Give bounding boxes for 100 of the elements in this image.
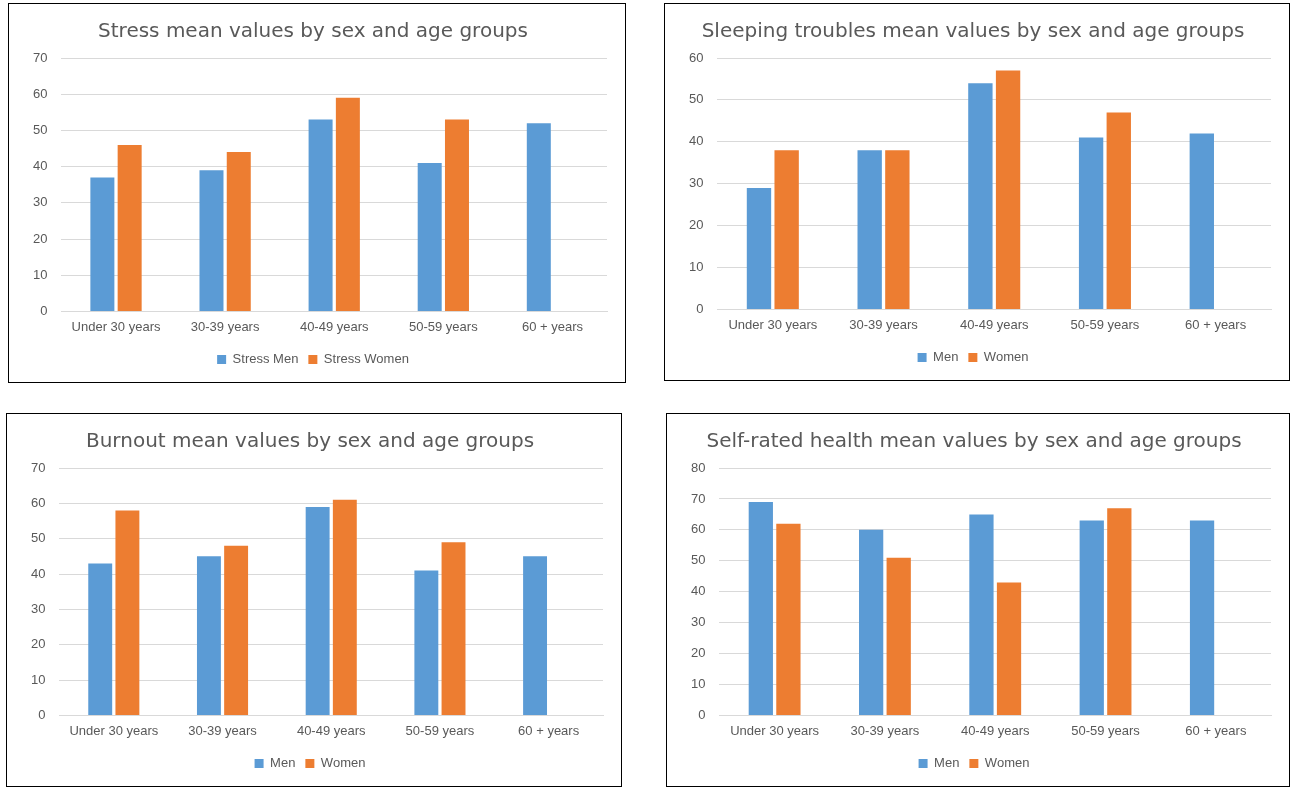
y-tick-label: 60 [32,85,48,101]
bar [885,150,910,309]
y-tick-label: 0 [40,302,48,318]
x-tick-label: Under 30 years [730,722,820,738]
bar [90,177,115,311]
y-tick-label: 20 [688,217,704,233]
bar [414,570,439,715]
chart-title: Self-rated health mean values by sex and age groups [706,428,1242,453]
bar [335,97,360,311]
y-tick-label: 20 [30,636,46,652]
bar [332,499,357,715]
x-tick-label: 60 + years [1185,722,1247,738]
legend-label: Women [320,755,366,771]
y-tick-label: 10 [690,676,706,692]
bar [886,557,911,715]
bar [748,502,773,715]
x-tick-label: 40-49 years [960,722,1031,738]
y-tick-label: 40 [32,158,48,174]
bar [1189,520,1215,715]
bar [523,556,548,715]
y-tick-label: 20 [32,230,48,246]
y-tick-label: 30 [30,600,46,616]
legend-label: Women [984,755,1030,771]
bar [88,563,113,715]
y-tick-label: 50 [32,121,48,137]
x-tick-label: 60 + years [518,722,580,738]
x-tick-label: 30-39 years [190,318,260,334]
bar [968,83,993,309]
bar [199,170,224,311]
bar [308,119,333,311]
bar [226,152,251,311]
chart-title: Sleeping troubles mean values by sex and age groups [701,18,1245,43]
bar [417,162,442,311]
x-tick-label: 50-59 years [405,722,475,738]
y-tick-label: 60 [688,49,704,65]
x-tick-label: 50-59 years [1071,722,1141,738]
bar [995,70,1021,309]
y-tick-label: 50 [690,552,706,568]
x-tick-label: 40-49 years [299,318,370,334]
y-tick-label: 50 [30,530,46,546]
legend-label: Women [983,349,1029,365]
y-tick-label: 80 [690,459,706,475]
y-tick-label: 70 [32,49,48,65]
bar [117,144,142,311]
y-tick-label: 70 [30,459,46,475]
legend-label: Men [270,755,296,771]
chart-title: Stress mean values by sex and age groups [98,18,528,43]
chart-title: Burnout mean values by sex and age groups [85,428,535,453]
x-tick-label: Under 30 years [71,318,161,334]
y-tick-label: 0 [698,706,706,722]
y-tick-label: 30 [690,614,706,630]
bar [526,123,551,311]
x-tick-label: 30-39 years [850,722,920,738]
bar [857,150,882,309]
bar [1079,520,1104,715]
bar [1107,508,1132,715]
x-tick-label: 30-39 years [849,316,919,332]
y-tick-label: 60 [30,494,46,510]
bar [774,150,799,309]
bar [224,545,249,715]
bar [776,523,801,715]
y-tick-label: 40 [688,133,704,149]
y-tick-label: 0 [38,706,46,722]
y-tick-label: 0 [696,300,704,316]
x-tick-label: 50-59 years [409,318,479,334]
legend-label: Men [933,349,959,365]
y-tick-label: 30 [688,175,704,191]
bar [1189,133,1214,309]
bar [115,510,140,715]
y-tick-label: 50 [688,91,704,107]
legend-label: Stress Women [323,351,409,367]
x-tick-label: 30-39 years [188,722,258,738]
x-tick-label: Under 30 years [69,722,159,738]
bar [444,119,469,311]
y-tick-label: 10 [688,259,704,275]
y-tick-label: 20 [690,645,706,661]
bar [441,542,466,715]
y-tick-label: 40 [30,565,46,581]
legend-label: Stress Men [232,351,299,367]
x-tick-label: 60 + years [521,318,584,334]
x-tick-label: 40-49 years [959,316,1030,332]
y-tick-label: 10 [32,266,48,282]
x-tick-label: 50-59 years [1070,316,1140,332]
x-tick-label: Under 30 years [728,316,818,332]
bar [1078,137,1104,309]
y-tick-label: 40 [690,583,706,599]
y-tick-label: 70 [690,490,706,506]
y-tick-label: 30 [32,194,48,210]
y-tick-label: 60 [690,521,706,537]
bar [1106,112,1131,309]
bar [859,529,884,715]
y-tick-label: 10 [30,671,46,687]
x-tick-label: 60 + years [1185,316,1247,332]
x-tick-label: 40-49 years [296,722,367,738]
bar [746,187,772,309]
bar [969,514,994,715]
bar [196,556,221,715]
bar [996,582,1022,715]
bar [305,506,330,715]
legend-label: Men [934,755,960,771]
